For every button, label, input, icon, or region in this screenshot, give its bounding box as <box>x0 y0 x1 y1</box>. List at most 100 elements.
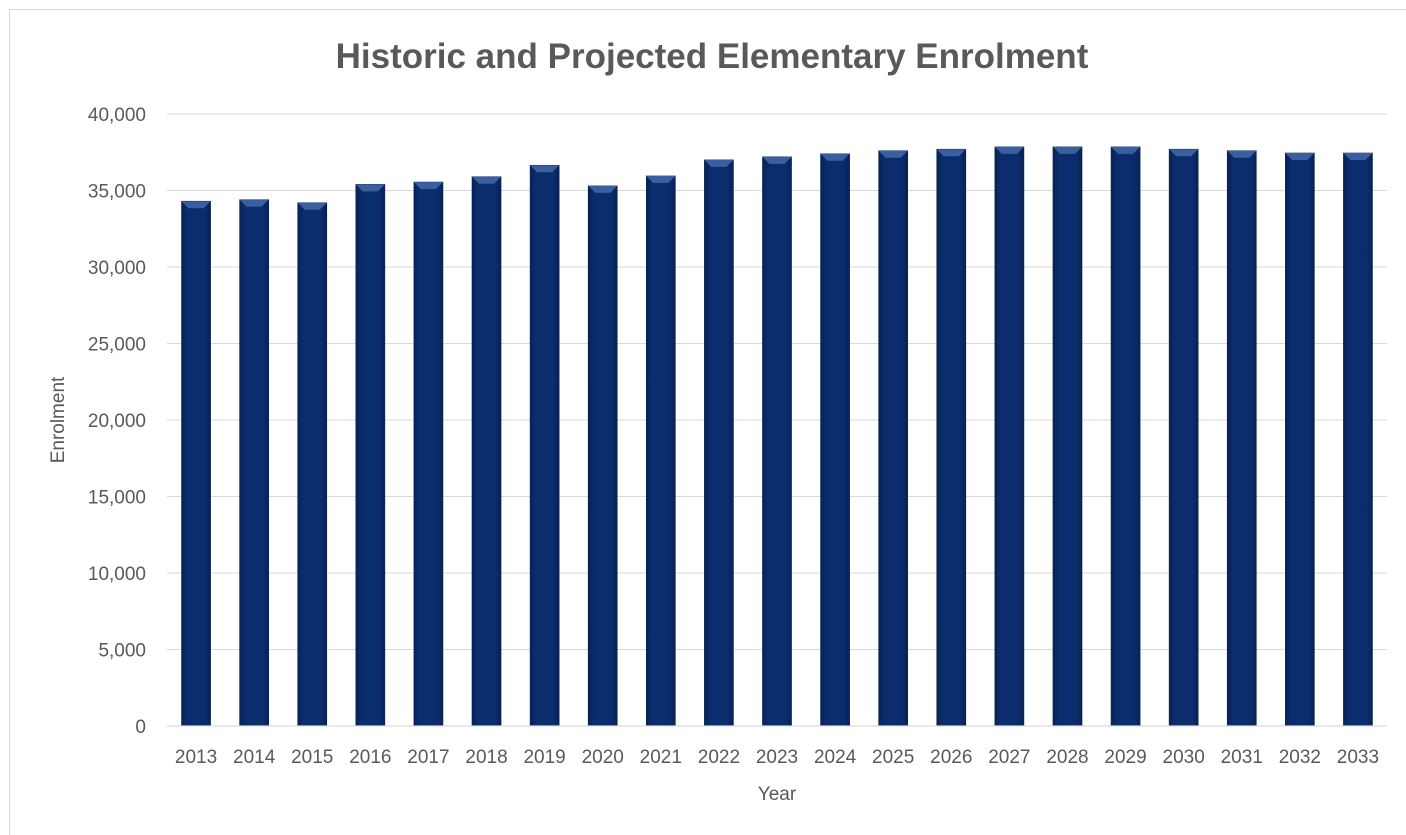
chart-title: Historic and Projected Elementary Enrolm… <box>336 37 1089 76</box>
bar-2025 <box>878 150 909 727</box>
bar-bevel <box>994 146 1024 154</box>
chart-frame <box>9 9 1406 835</box>
x-tick-label: 2021 <box>640 747 682 768</box>
x-tick-label: 2026 <box>930 747 972 768</box>
bar-bevel <box>530 165 560 173</box>
bar-bevel <box>472 176 502 184</box>
x-tick-label: 2031 <box>1221 747 1263 768</box>
bar-2029 <box>1110 146 1141 727</box>
y-tick-label: 15,000 <box>88 488 146 509</box>
bar-bevel <box>1227 150 1257 158</box>
bar-2021 <box>645 175 676 727</box>
x-tick-label: 2018 <box>465 747 507 768</box>
bar-2014 <box>239 199 269 727</box>
bar-2027 <box>994 146 1025 727</box>
x-tick-label: 2014 <box>233 747 276 768</box>
bar-bevel <box>588 185 618 193</box>
x-tick-label: 2015 <box>291 747 333 768</box>
bar-bevel <box>936 149 966 157</box>
x-axis-title: Year <box>758 784 797 805</box>
x-tick-label: 2023 <box>756 747 798 768</box>
x-tick-label: 2024 <box>814 747 857 768</box>
bars <box>181 146 1373 727</box>
y-tick-label: 25,000 <box>88 335 146 356</box>
bar-2016 <box>355 184 386 727</box>
x-tick-label: 2022 <box>698 747 740 768</box>
bar-bevel <box>1285 153 1315 161</box>
x-axis-ticks: 2013 2014 2015 2016 2017 2018 2019 2020 2021 2022… <box>175 747 1379 768</box>
y-tick-label: 35,000 <box>88 182 146 203</box>
bar-bevel <box>355 184 385 192</box>
bar-bevel <box>413 182 443 190</box>
bar-bevel <box>704 159 734 167</box>
bar <box>297 202 328 727</box>
bar <box>471 176 502 727</box>
bar <box>1110 146 1141 727</box>
bar <box>239 199 269 727</box>
bar-bevel <box>820 153 850 161</box>
bar-bevel <box>297 202 327 210</box>
bar-bevel <box>1052 146 1082 154</box>
bar-2030 <box>1168 148 1199 727</box>
bar <box>1226 150 1257 727</box>
bar-2023 <box>762 156 792 727</box>
x-tick-label: 2029 <box>1104 747 1146 768</box>
x-tick-label: 2016 <box>349 747 391 768</box>
bar-2024 <box>820 153 850 727</box>
x-tick-label: 2030 <box>1163 747 1205 768</box>
y-tick-label: 20,000 <box>88 411 146 432</box>
bar-bevel <box>878 150 908 158</box>
bar <box>1168 148 1199 727</box>
x-tick-label: 2032 <box>1279 747 1321 768</box>
y-tick-label: 10,000 <box>88 564 146 585</box>
x-tick-label: 2025 <box>872 747 914 768</box>
bar-2013 <box>181 200 211 727</box>
bar <box>529 164 560 727</box>
x-tick-label: 2028 <box>1046 747 1088 768</box>
bar-2031 <box>1226 150 1257 727</box>
bar <box>181 200 211 727</box>
bar <box>1285 152 1315 727</box>
y-axis-title: Enrolment <box>48 376 69 463</box>
bar-2017 <box>413 181 444 727</box>
bar-2022 <box>704 159 734 727</box>
bar-2033 <box>1343 152 1373 727</box>
x-tick-label: 2017 <box>407 747 449 768</box>
x-tick-label: 2020 <box>582 747 624 768</box>
bar-2028 <box>1052 146 1083 727</box>
bar <box>704 159 734 727</box>
x-tick-label: 2013 <box>175 747 217 768</box>
bar-bevel <box>646 175 676 183</box>
bar-bevel <box>181 201 211 209</box>
bar <box>762 156 792 727</box>
y-tick-label: 40,000 <box>88 105 146 126</box>
bar-2026 <box>936 148 967 727</box>
bar <box>1343 152 1373 727</box>
bar-bevel <box>239 199 269 207</box>
bar-bevel <box>762 156 792 164</box>
y-axis-ticks: 0 5,000 10,000 15,000 20,000 25,000 30,000 35,0… <box>88 105 146 738</box>
x-tick-label: 2033 <box>1337 747 1379 768</box>
bar-bevel <box>1343 153 1373 161</box>
y-tick-label: 5,000 <box>98 641 146 662</box>
bar-2019 <box>529 164 560 727</box>
bar <box>355 184 386 727</box>
x-tick-label: 2027 <box>988 747 1030 768</box>
bar <box>1052 146 1083 727</box>
bar-2020 <box>587 185 618 727</box>
bar-2018 <box>471 176 502 727</box>
bar <box>820 153 850 727</box>
bar-2015 <box>297 202 328 727</box>
bar-bevel <box>1111 146 1141 154</box>
bar <box>587 185 618 727</box>
y-tick-label: 0 <box>135 717 146 738</box>
bar-bevel <box>1169 149 1199 157</box>
bar <box>645 175 676 727</box>
bar-2032 <box>1285 152 1315 727</box>
x-tick-label: 2019 <box>523 747 565 768</box>
bar <box>413 181 444 727</box>
bar <box>878 150 909 727</box>
bar <box>994 146 1025 727</box>
y-tick-label: 30,000 <box>88 258 146 279</box>
